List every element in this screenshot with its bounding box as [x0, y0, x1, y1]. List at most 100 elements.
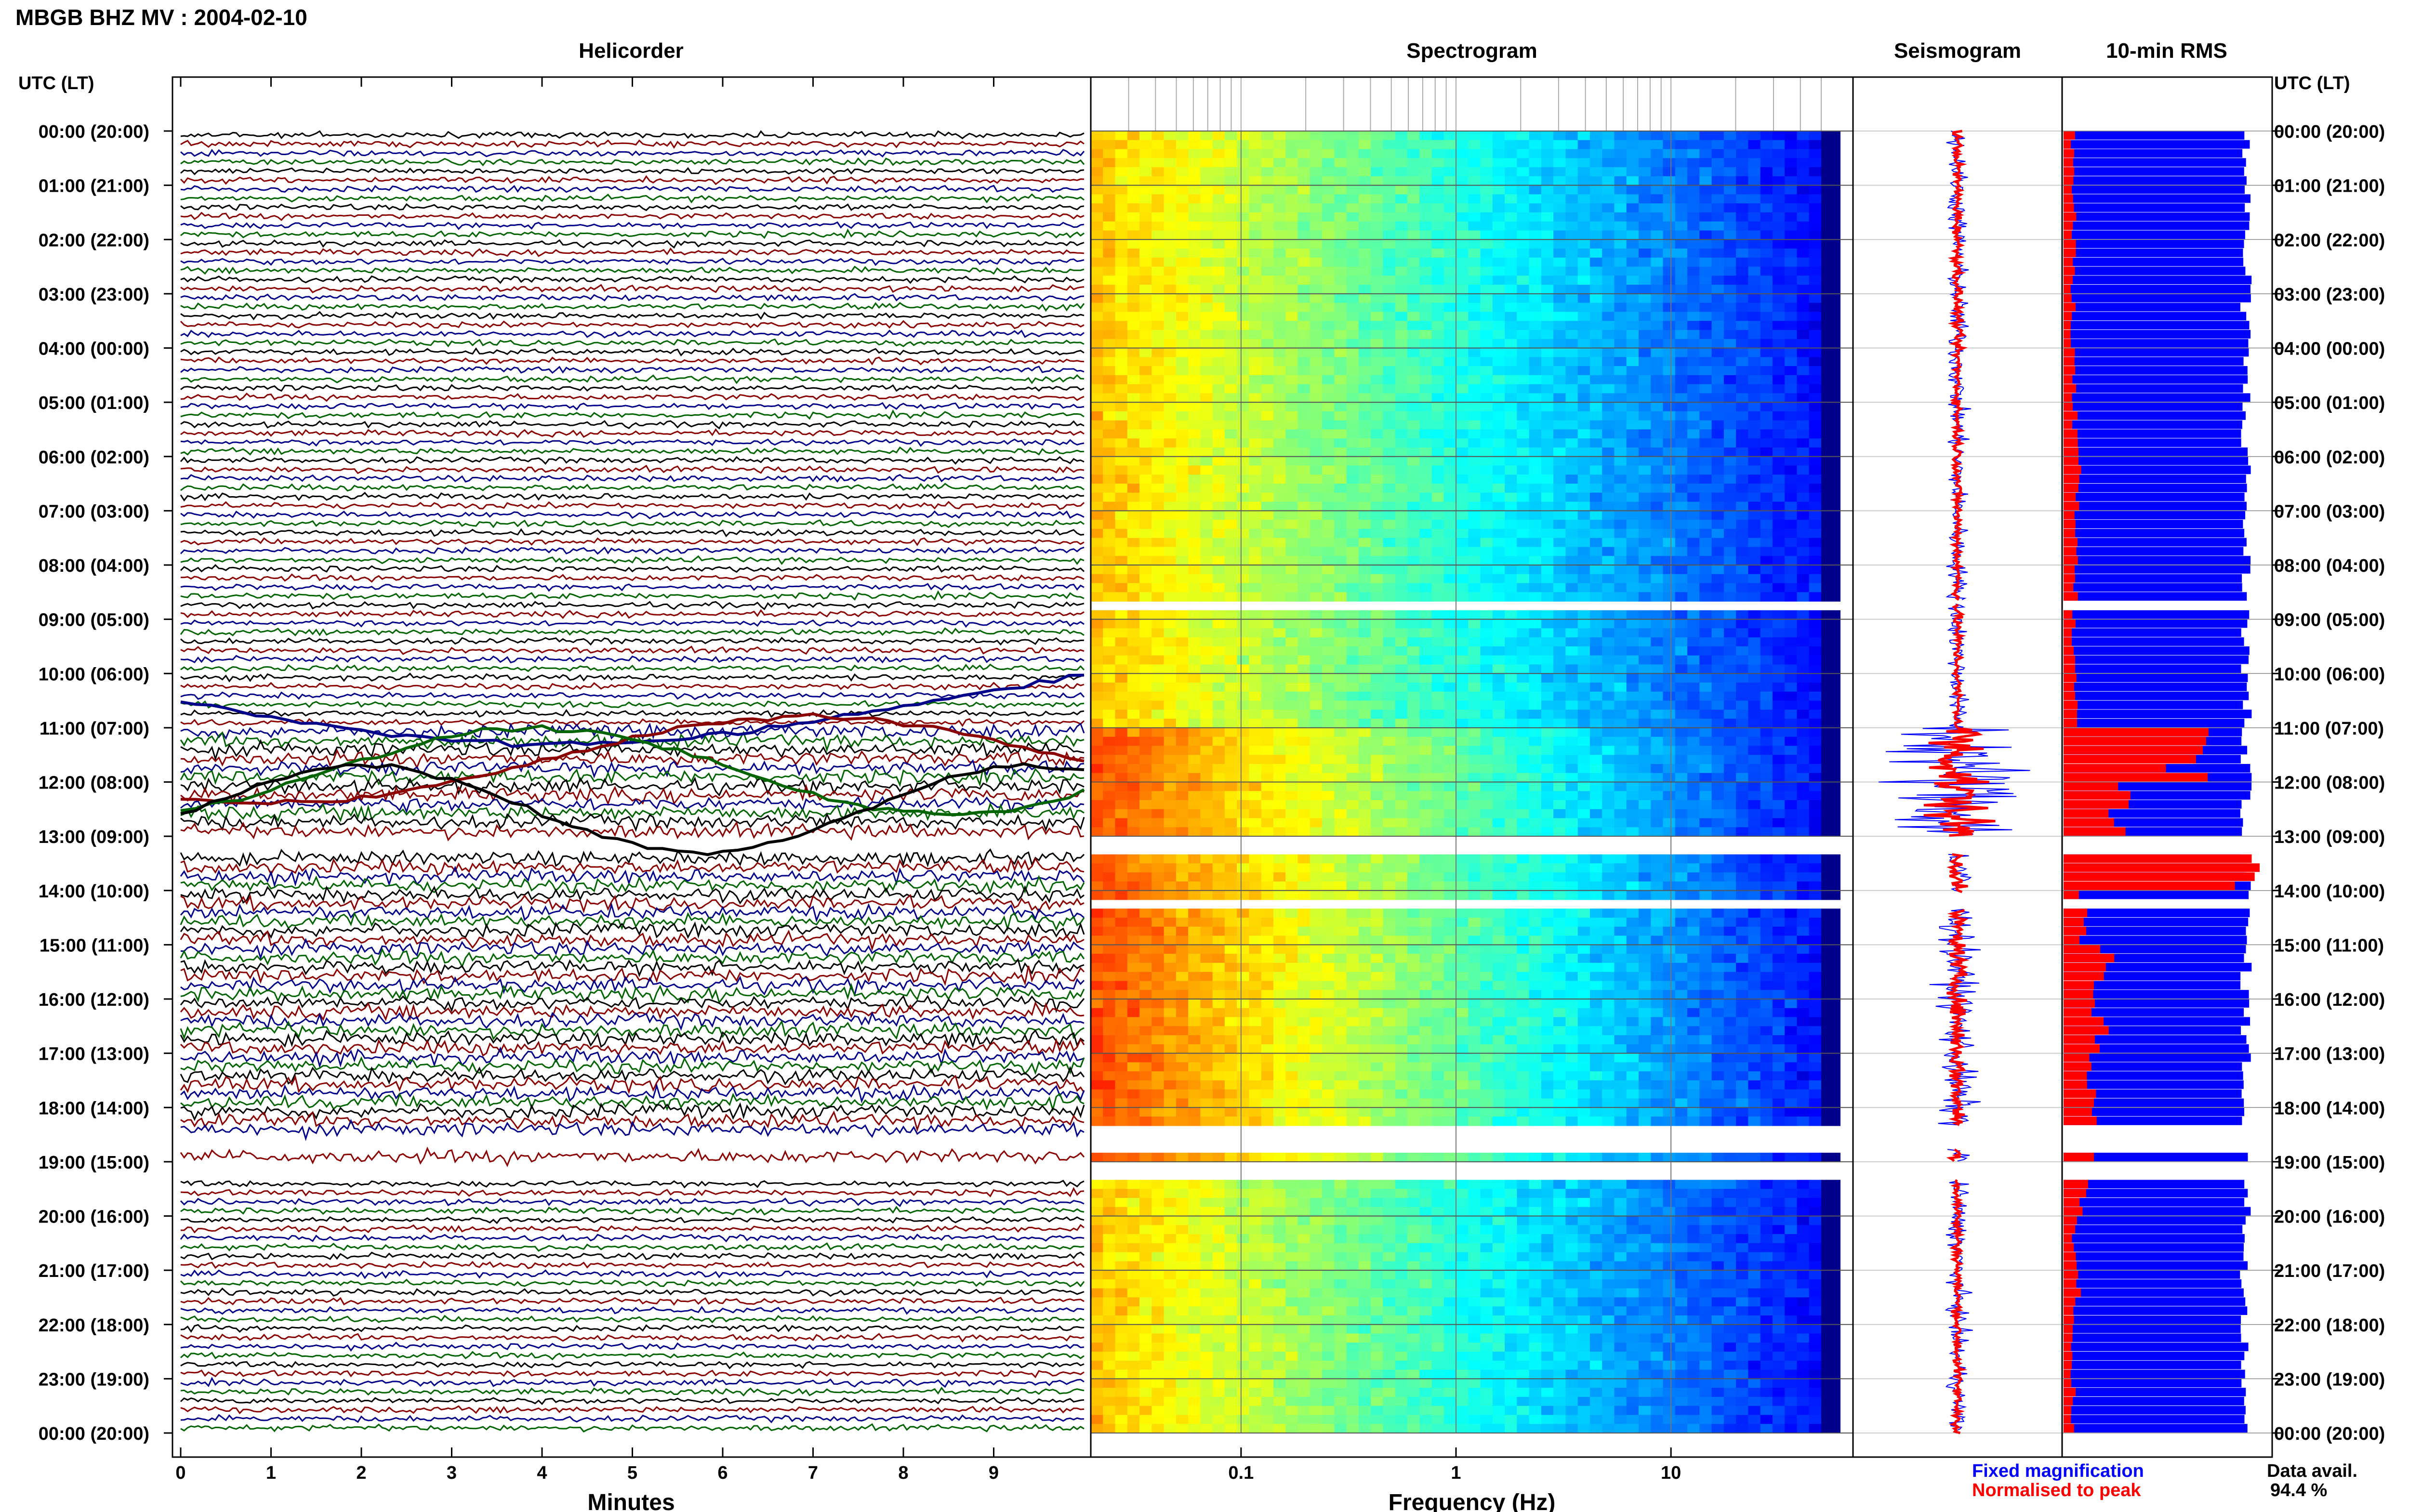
spectrogram-cell	[1212, 773, 1225, 783]
spectrogram-cell	[1468, 492, 1481, 502]
spectrogram-cell	[1614, 348, 1627, 358]
spectrogram-cell	[1164, 592, 1177, 602]
spectrogram-cell	[1346, 321, 1359, 330]
spectrogram-cell	[1723, 637, 1737, 647]
helicorder-trace	[180, 995, 1085, 1013]
spectrogram-cell	[1675, 791, 1688, 801]
spectrogram-cell	[1577, 800, 1590, 810]
spectrogram-cell	[1736, 673, 1749, 683]
spectrogram-cell	[1224, 556, 1238, 565]
spectrogram-cell	[1212, 321, 1225, 330]
spectrogram-cell	[1103, 293, 1116, 303]
spectrogram-cell	[1480, 610, 1493, 620]
spectrogram-cell	[1261, 619, 1274, 629]
spectrogram-cell	[1541, 700, 1554, 710]
spectrogram-cell	[1785, 511, 1798, 520]
spectrogram-cell	[1456, 683, 1469, 692]
spectrogram-cell	[1127, 357, 1140, 367]
spectrogram-cell	[1273, 276, 1286, 285]
spectrogram-cell	[1249, 402, 1262, 412]
spectrogram-cell	[1517, 321, 1530, 330]
spectrogram-cell	[1577, 312, 1590, 321]
spectrogram-cell	[1711, 266, 1724, 276]
spectrogram-cell	[1103, 447, 1116, 457]
spectrogram-cell	[1152, 140, 1165, 150]
spectrogram-cell	[1261, 628, 1274, 638]
spectrogram-cell	[1224, 447, 1238, 457]
spectrogram-cell	[1639, 176, 1652, 186]
spectrogram-cell	[1237, 185, 1250, 195]
spectrogram-cell	[1639, 655, 1652, 665]
spectrogram-cell	[1443, 266, 1456, 276]
spectrogram-cell	[1772, 140, 1786, 150]
spectrogram-cell	[1176, 637, 1189, 647]
spectrogram-cell	[1237, 800, 1250, 810]
spectrogram-cell	[1589, 185, 1603, 195]
helicorder-trace	[180, 420, 1085, 430]
helicorder-trace	[180, 347, 1085, 356]
spectrogram-cell	[1127, 293, 1140, 303]
spectrogram-cell	[1212, 664, 1225, 674]
spectrogram-cell	[1699, 239, 1712, 249]
spectrogram-cell	[1431, 131, 1444, 141]
spectrogram-cell	[1127, 619, 1140, 629]
spectrogram-cell	[1358, 574, 1372, 584]
spectrogram-cell	[1285, 628, 1298, 638]
spectrogram-cell	[1273, 782, 1286, 792]
spectrogram-cell	[1772, 230, 1786, 240]
spectrogram-cell	[1748, 438, 1761, 448]
spectrogram-cell	[1419, 384, 1432, 394]
spectrogram-cell	[1310, 285, 1323, 294]
spectrogram-cell	[1614, 465, 1627, 475]
spectrogram-cell	[1468, 221, 1481, 231]
spectrogram-cell	[1188, 610, 1201, 620]
spectrogram-cell	[1091, 619, 1104, 629]
spectrogram-cell	[1651, 628, 1664, 638]
spectrogram-cell	[1553, 782, 1566, 792]
spectrogram-cell	[1553, 528, 1566, 539]
spectrogram-cell	[1505, 538, 1518, 548]
helicorder-trace	[180, 682, 1085, 691]
spectrogram-cell	[1602, 619, 1615, 629]
spectrogram-cell	[1139, 710, 1152, 719]
spectrogram-cell	[1237, 375, 1250, 385]
helicorder-trace	[180, 157, 1085, 167]
spectrogram-cell	[1748, 212, 1761, 222]
spectrogram-cell	[1285, 357, 1298, 367]
spectrogram-cell	[1480, 736, 1493, 747]
spectrogram-cell	[1517, 574, 1530, 584]
spectrogram-cell	[1139, 818, 1152, 828]
spectrogram-cell	[1517, 583, 1530, 593]
spectrogram-cell	[1395, 501, 1408, 512]
spectrogram-cell	[1626, 393, 1639, 403]
spectrogram-cell	[1505, 330, 1518, 340]
spectrogram-cell	[1517, 212, 1530, 222]
spectrogram-cell	[1297, 809, 1310, 819]
spectrogram-cell	[1237, 194, 1250, 204]
spectrogram-cell	[1529, 782, 1542, 792]
spectrogram-cell	[1541, 375, 1554, 385]
spectrogram-cell	[1760, 447, 1773, 457]
spectrogram-cell	[1711, 194, 1724, 204]
spectrogram-cell	[1188, 592, 1201, 602]
spectrogram-cell	[1577, 773, 1590, 783]
spectrogram-cell	[1139, 592, 1152, 602]
spectrogram-cell	[1723, 764, 1737, 774]
spectrogram-cell	[1651, 176, 1664, 186]
spectrogram-cell	[1809, 637, 1822, 647]
spectrogram-cell	[1383, 212, 1396, 222]
spectrogram-cell	[1602, 393, 1615, 403]
spectrogram-cell	[1200, 700, 1213, 710]
spectrogram-cell	[1237, 809, 1250, 819]
spectrogram-cell	[1639, 302, 1652, 313]
spectrogram-cell	[1127, 285, 1140, 294]
spectrogram-cell	[1091, 583, 1104, 593]
spectrogram-cell	[1468, 547, 1481, 557]
spectrogram-cell	[1261, 854, 1274, 864]
spectrogram-cell	[1639, 691, 1652, 701]
spectrogram-cell	[1711, 158, 1724, 168]
spectrogram-cell	[1310, 556, 1323, 565]
spectrogram-cell	[1760, 637, 1773, 647]
spectrogram-cell	[1103, 402, 1116, 412]
spectrogram-cell	[1687, 411, 1700, 421]
